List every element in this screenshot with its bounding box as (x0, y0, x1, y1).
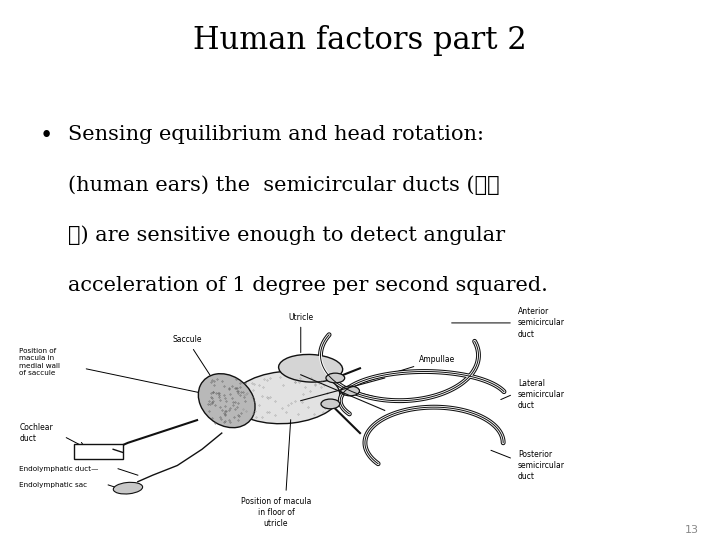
Ellipse shape (113, 482, 143, 494)
Text: acceleration of 1 degree per second squared.: acceleration of 1 degree per second squa… (68, 275, 548, 295)
Text: Human factors part 2: Human factors part 2 (193, 25, 527, 56)
Text: 管) are sensitive enough to detect angular: 管) are sensitive enough to detect angula… (68, 226, 505, 245)
Text: Endolymphatic sac: Endolymphatic sac (19, 482, 87, 488)
Ellipse shape (232, 371, 340, 424)
Text: Endolymphatic duct—: Endolymphatic duct— (19, 465, 99, 472)
Text: Anterior
semicircular
duct: Anterior semicircular duct (518, 307, 565, 339)
Ellipse shape (341, 386, 359, 396)
Text: Utricle: Utricle (288, 313, 313, 353)
Text: (human ears) the  semicircular ducts (半規: (human ears) the semicircular ducts (半規 (68, 176, 500, 195)
Ellipse shape (326, 373, 345, 383)
Text: Ampullae: Ampullae (348, 355, 456, 387)
FancyBboxPatch shape (73, 444, 123, 459)
Ellipse shape (198, 374, 255, 428)
Text: Cochlear
duct: Cochlear duct (19, 423, 53, 443)
Text: Position of macula
in floor of
utricle: Position of macula in floor of utricle (241, 497, 311, 528)
Text: Lateral
semicircular
duct: Lateral semicircular duct (518, 379, 565, 410)
Ellipse shape (321, 399, 340, 409)
Text: •: • (40, 125, 53, 147)
Text: Position of
macula in
medial wall
of saccule: Position of macula in medial wall of sac… (19, 348, 60, 376)
Text: Saccule: Saccule (172, 335, 210, 376)
Ellipse shape (279, 354, 343, 382)
Text: Sensing equilibrium and head rotation:: Sensing equilibrium and head rotation: (68, 125, 485, 144)
Text: 13: 13 (685, 524, 698, 535)
Text: Posterior
semicircular
duct: Posterior semicircular duct (518, 450, 565, 481)
